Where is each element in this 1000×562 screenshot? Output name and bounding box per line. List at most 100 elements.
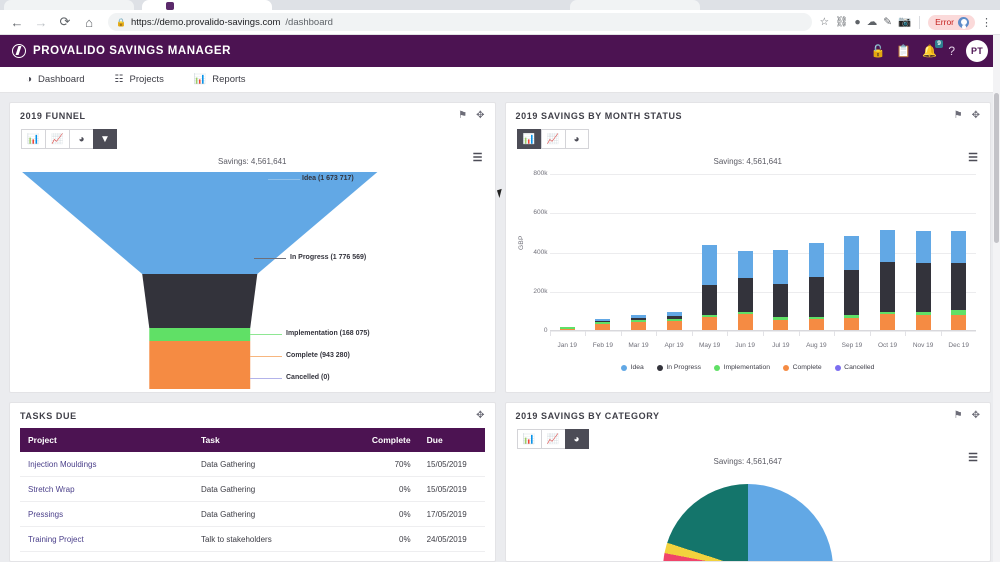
pie-chart-icon[interactable]: ◕ <box>564 129 589 149</box>
nav-item-projects[interactable]: ☷ Projects <box>115 74 164 85</box>
table-row[interactable]: Injection Mouldings Data Gathering 70% 15/0… <box>20 452 485 477</box>
bar-segment[interactable] <box>808 316 824 319</box>
table-row[interactable]: Corrugated Packaging - Small BoxesSuppli… <box>20 551 485 561</box>
bar-segment[interactable] <box>808 243 824 278</box>
bar-segment[interactable] <box>915 314 931 331</box>
bar-segment[interactable] <box>773 317 789 320</box>
legend-item[interactable]: Idea <box>621 364 644 371</box>
bar-segment[interactable] <box>915 312 931 315</box>
bar-segment[interactable] <box>844 317 860 331</box>
move-icon[interactable]: ✥ <box>971 410 980 421</box>
bar-segment[interactable] <box>773 283 789 318</box>
cloud-icon[interactable]: ☁ <box>866 15 878 28</box>
pie-chart-icon[interactable]: ◕ <box>564 429 589 449</box>
bar-segment[interactable] <box>702 245 718 285</box>
bar-segment[interactable] <box>702 284 718 315</box>
bar-segment[interactable] <box>737 314 753 331</box>
bar-segment[interactable] <box>559 327 575 330</box>
bar-segment[interactable] <box>630 317 646 321</box>
bar-segment[interactable] <box>844 270 860 315</box>
pie-chart-icon[interactable]: ◕ <box>69 129 93 149</box>
column-header-project[interactable]: Project <box>20 428 193 452</box>
browser-tab-strip[interactable] <box>0 0 1000 10</box>
column-header-task[interactable]: Task <box>192 428 355 452</box>
line-chart-icon[interactable]: 📈 <box>45 129 69 149</box>
legend-item[interactable]: Cancelled <box>834 364 874 371</box>
home-icon[interactable]: ⌂ <box>85 14 93 30</box>
bar-segment[interactable] <box>951 315 967 331</box>
pen-icon[interactable]: ✎ <box>883 15 893 28</box>
avatar[interactable]: PT <box>966 40 988 62</box>
bar-segment[interactable] <box>702 316 718 331</box>
bar-segment[interactable] <box>844 314 860 318</box>
legend-item[interactable]: Complete <box>783 364 822 371</box>
bar-segment[interactable] <box>951 310 967 316</box>
bar-stack[interactable] <box>630 314 646 331</box>
brand[interactable]: PROVALIDO SAVINGS MANAGER <box>12 44 231 58</box>
bar-chart-icon[interactable]: 📊 <box>516 129 541 149</box>
popout-icon[interactable]: ⚑ <box>953 110 963 121</box>
bar-segment[interactable] <box>808 277 824 317</box>
bar-segment[interactable] <box>702 314 718 317</box>
nav-item-dashboard[interactable]: ◑ Dashboard <box>26 74 85 85</box>
bar-stack[interactable] <box>666 311 682 331</box>
extensions-icon[interactable]: ⛓ <box>835 15 849 28</box>
move-icon[interactable]: ✥ <box>476 410 485 421</box>
move-icon[interactable]: ✥ <box>476 110 485 121</box>
cell-project[interactable]: Training Project <box>20 526 193 552</box>
table-row[interactable]: Training Project Talk to stakeholders 0% 24… <box>20 526 485 552</box>
line-chart-icon[interactable]: 📈 <box>540 129 565 149</box>
browser-tab[interactable] <box>4 0 134 10</box>
bar-segment[interactable] <box>595 319 611 321</box>
legend-item[interactable]: In Progress <box>656 364 701 371</box>
column-header-due[interactable]: Due <box>418 428 485 452</box>
cell-project[interactable]: Stretch Wrap <box>20 476 193 502</box>
bar-segment[interactable] <box>666 320 682 331</box>
scrollbar-thumb[interactable] <box>994 93 999 243</box>
bar-segment[interactable] <box>630 314 646 318</box>
bar-segment[interactable] <box>773 319 789 331</box>
legend-item[interactable]: Implementation <box>714 364 770 371</box>
page-scrollbar[interactable] <box>993 35 1000 562</box>
star-icon[interactable]: ☆ <box>819 15 830 28</box>
kebab-menu-icon[interactable]: ⋮ <box>981 16 992 29</box>
bar-segment[interactable] <box>595 321 611 324</box>
cell-project[interactable]: Injection Mouldings <box>20 452 193 477</box>
column-header-complete[interactable]: Complete <box>354 428 419 452</box>
clipboard-check-icon[interactable]: 📋 <box>896 44 912 58</box>
hamburger-menu-icon[interactable]: ☰ <box>968 452 978 464</box>
profile-error-badge[interactable]: Error <box>928 14 975 30</box>
bar-segment[interactable] <box>915 262 931 313</box>
bar-segment[interactable] <box>880 314 895 331</box>
bar-segment[interactable] <box>595 323 611 331</box>
table-row[interactable]: Stretch Wrap Data Gathering 0% 15/05/2019 <box>20 476 485 502</box>
move-icon[interactable]: ✥ <box>971 110 980 121</box>
nav-item-reports[interactable]: 📊 Reports <box>194 74 246 85</box>
address-bar[interactable]: 🔒 https://demo.provalido-savings.com/das… <box>108 13 812 31</box>
unlock-icon[interactable]: 🔓 <box>870 44 886 58</box>
bar-segment[interactable] <box>737 250 753 279</box>
popout-icon[interactable]: ⚑ <box>953 410 963 421</box>
bar-segment[interactable] <box>880 230 895 262</box>
browser-tab-active[interactable] <box>142 0 272 10</box>
cast-icon[interactable]: ● <box>854 15 861 28</box>
bar-stack[interactable] <box>915 230 931 331</box>
line-chart-icon[interactable]: 📈 <box>540 429 565 449</box>
bar-stack[interactable] <box>737 250 753 331</box>
bar-stack[interactable] <box>702 245 718 331</box>
bar-segment[interactable] <box>737 278 753 313</box>
bar-segment[interactable] <box>630 322 646 331</box>
popout-icon[interactable]: ⚑ <box>458 110 468 121</box>
bar-stack[interactable] <box>951 230 967 331</box>
bar-segment[interactable] <box>880 311 895 315</box>
hamburger-menu-icon[interactable]: ☰ <box>968 152 978 164</box>
cell-project[interactable]: Pressings <box>20 501 193 527</box>
bar-segment[interactable] <box>595 320 611 322</box>
bar-segment[interactable] <box>666 315 682 320</box>
forward-arrow-icon[interactable]: → <box>34 14 48 30</box>
bar-stack[interactable] <box>844 236 860 331</box>
bar-stack[interactable] <box>773 249 789 331</box>
bar-segment[interactable] <box>737 312 753 315</box>
bar-chart-icon[interactable]: 📊 <box>21 129 45 149</box>
bar-stack[interactable] <box>808 243 824 331</box>
